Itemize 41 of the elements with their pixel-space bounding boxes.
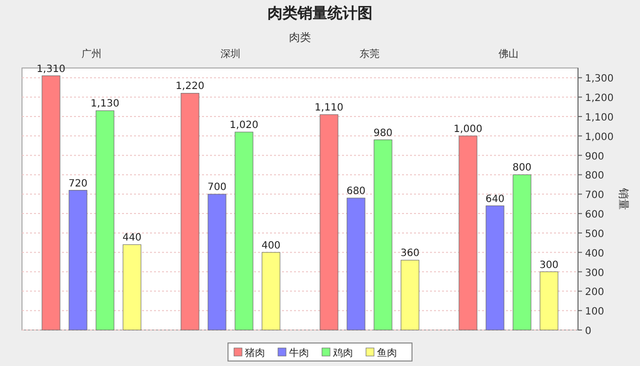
x-tick-label: 深圳 [220, 48, 240, 60]
x-tick-label: 广州 [82, 48, 102, 60]
data-label: 980 [373, 128, 393, 139]
data-label: 800 [512, 162, 532, 174]
legend-label: 猪肉 [245, 347, 265, 359]
data-label: 440 [122, 232, 142, 244]
y-tick-label: 700 [585, 190, 604, 202]
legend-label: 牛肉 [289, 347, 309, 359]
data-label: 360 [400, 248, 420, 260]
y-tick-label: 900 [585, 151, 604, 162]
data-label: 1,020 [230, 120, 258, 132]
data-label: 1,220 [176, 81, 204, 92]
chart-title: 肉类销量统计图 [268, 4, 372, 22]
y-tick-label: 0 [585, 326, 592, 337]
y-tick-label: 800 [585, 170, 604, 182]
data-label: 720 [68, 178, 88, 190]
y-tick-label: 500 [585, 228, 604, 240]
y-axis-title: 销量 [617, 187, 630, 210]
data-label: 300 [539, 260, 559, 271]
y-tick-label: 300 [585, 268, 604, 279]
data-label: 1,000 [454, 124, 482, 135]
legend-label: 鸡肉 [332, 348, 353, 359]
x-tick-label: 佛山 [498, 48, 518, 60]
data-label: 700 [207, 182, 227, 194]
y-tick-label: 1,000 [585, 132, 614, 143]
data-label: 640 [485, 194, 505, 205]
y-tick-label: 1,300 [585, 74, 614, 85]
data-label: 680 [346, 186, 366, 198]
y-tick-label: 100 [585, 306, 604, 318]
x-tick-label: 东莞 [360, 48, 380, 60]
data-label: 1,310 [36, 64, 66, 75]
data-label: 400 [261, 240, 281, 252]
data-label: 1,130 [90, 98, 120, 110]
x-axis-title: 肉类 [289, 31, 311, 44]
y-tick-label: 600 [585, 210, 604, 221]
legend-label: 鱼肉 [377, 347, 397, 359]
y-tick-label: 1,100 [585, 112, 614, 124]
y-tick-label: 400 [585, 248, 604, 260]
data-label: 1,110 [314, 102, 344, 114]
y-tick-label: 1,200 [585, 93, 614, 104]
y-tick-label: 200 [585, 287, 604, 298]
